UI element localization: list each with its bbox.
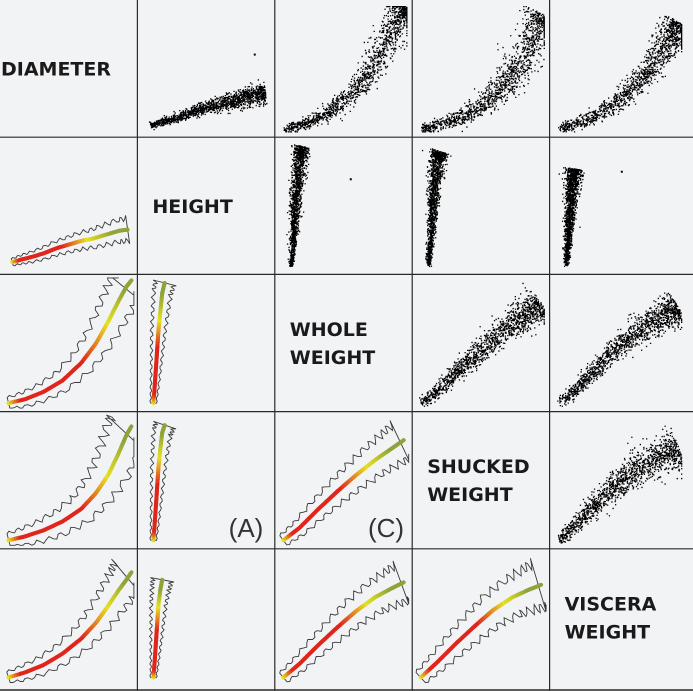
density-trend-segment bbox=[537, 582, 544, 588]
density-trend-segment bbox=[128, 424, 134, 430]
panel-r4-c3 bbox=[415, 558, 547, 683]
scatter-points bbox=[557, 425, 683, 544]
panel-r0-c3 bbox=[421, 6, 545, 133]
variable-label-4: VISCERA WEIGHT bbox=[565, 593, 657, 643]
scatter-points bbox=[286, 144, 311, 267]
panel-r1-c4 bbox=[558, 167, 623, 267]
panel-r1-c2 bbox=[286, 144, 352, 267]
density-contour bbox=[10, 215, 131, 267]
panel-r2-c3 bbox=[419, 282, 545, 407]
scatter-outlier bbox=[620, 170, 623, 173]
panel-r3-c1 bbox=[149, 420, 177, 543]
panel-r3-c0 bbox=[6, 414, 135, 546]
density-contour bbox=[6, 414, 135, 546]
scatter-points bbox=[421, 6, 545, 133]
density-contour bbox=[149, 279, 177, 404]
scatter-points bbox=[421, 148, 452, 268]
panel-r1-c3 bbox=[421, 148, 452, 268]
density-contour bbox=[148, 577, 175, 679]
density-contour bbox=[6, 558, 135, 683]
scatter-points bbox=[558, 167, 585, 267]
density-contour bbox=[279, 560, 410, 683]
panel-r0-c0: DIAMETER bbox=[1, 59, 111, 81]
panel-r2-c4 bbox=[557, 292, 683, 407]
panel-r2-c1 bbox=[149, 279, 177, 406]
scatter-outlier bbox=[349, 178, 352, 181]
panel-r1-c1: HEIGHT bbox=[152, 196, 232, 218]
panel-r0-c4 bbox=[558, 15, 683, 133]
variable-label-3: SHUCKED WEIGHT bbox=[427, 456, 529, 506]
density-contour bbox=[415, 558, 547, 683]
density-contour bbox=[279, 420, 410, 546]
panel-r2-c2: WHOLE WEIGHT bbox=[290, 319, 376, 369]
panel-r0-c2 bbox=[283, 6, 408, 133]
density-contour bbox=[149, 420, 177, 541]
scatter-points bbox=[419, 282, 545, 407]
variable-label-2: WHOLE WEIGHT bbox=[290, 319, 376, 369]
panel-r1-c0 bbox=[10, 215, 131, 267]
density-trend-segment bbox=[128, 278, 134, 284]
scatter-points bbox=[283, 6, 408, 133]
panel-r4-c1 bbox=[148, 577, 175, 680]
variable-label-0: DIAMETER bbox=[1, 59, 111, 81]
panel-r4-c0 bbox=[6, 558, 135, 683]
density-trend-segment bbox=[128, 570, 134, 576]
panel-r3-c2 bbox=[279, 420, 410, 546]
scatter-points bbox=[148, 79, 268, 131]
panel-r0-c1 bbox=[148, 53, 268, 131]
annotation-label: (C) bbox=[368, 513, 404, 543]
annotation-label: (A) bbox=[229, 513, 264, 543]
panel-r3-c4 bbox=[557, 425, 683, 544]
variable-label-1: HEIGHT bbox=[152, 196, 232, 218]
panel-r4-c4: VISCERA WEIGHT bbox=[565, 593, 657, 643]
scatter-outlier bbox=[253, 53, 256, 56]
scatter-points bbox=[558, 15, 683, 133]
density-trend-segment bbox=[400, 438, 406, 444]
panel-r2-c0 bbox=[6, 277, 135, 409]
panel-r4-c2 bbox=[279, 560, 410, 683]
density-contour bbox=[6, 277, 135, 409]
density-trend-segment bbox=[400, 580, 406, 586]
panel-r3-c3: SHUCKED WEIGHT bbox=[427, 456, 529, 506]
scatter-points bbox=[557, 292, 683, 407]
